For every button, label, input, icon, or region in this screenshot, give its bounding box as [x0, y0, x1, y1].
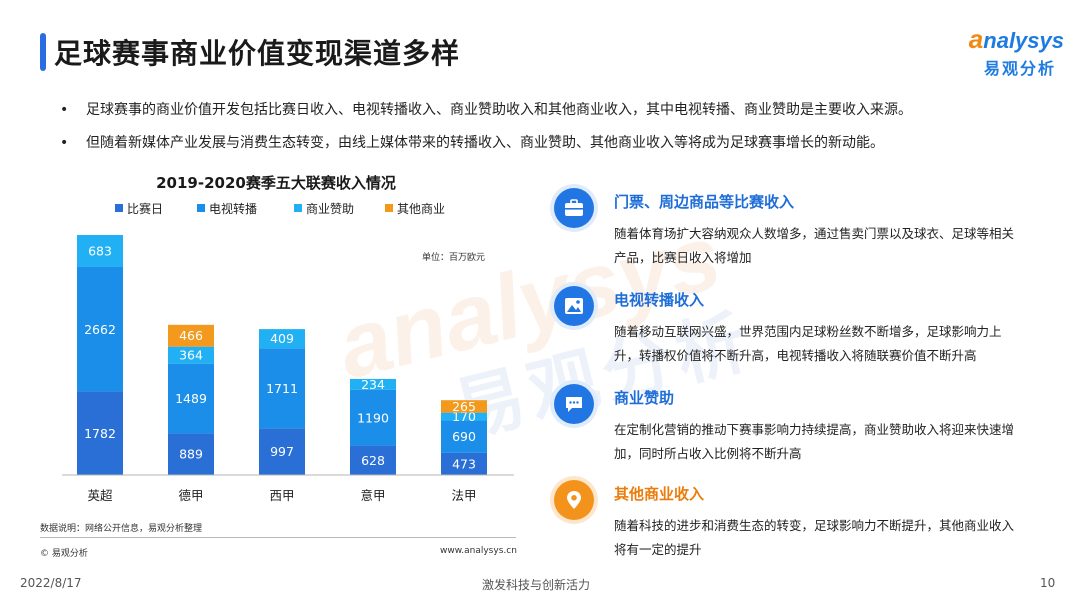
bar-segment: [168, 324, 214, 347]
data-label: 1782: [84, 426, 116, 441]
x-tick-label: 意甲: [360, 488, 385, 503]
chart-title: 2019-2020赛季五大联赛收入情况: [156, 174, 396, 192]
legend-swatch: [385, 204, 393, 212]
data-label: 1489: [175, 391, 207, 406]
data-label: 690: [452, 429, 476, 444]
bar-segment: [168, 363, 214, 434]
bullet-text-2: 但随着新媒体产业发展与消费生态转变，由线上媒体带来的转播收入、商业赞助、其他商业…: [86, 135, 884, 151]
bar-segment: [168, 433, 214, 475]
bar-segment: [441, 400, 487, 413]
bar-segment: [77, 266, 123, 392]
item-title-broadcast: 电视转播收入: [614, 291, 705, 309]
picture-icon: [554, 286, 594, 326]
data-label: 170: [452, 409, 476, 424]
data-label: 409: [270, 331, 294, 346]
chat-bubble-icon: [554, 384, 594, 424]
analysys-logo: analysys 易观分析: [958, 24, 1064, 82]
item-title-sponsorship: 商业赞助: [614, 389, 675, 407]
x-tick-label: 英超: [87, 488, 113, 503]
bar-segment: [441, 452, 487, 475]
bullet-dot: •: [60, 135, 69, 151]
data-label: 234: [361, 377, 385, 392]
website-link[interactable]: www.analysys.cn: [440, 546, 517, 556]
footer-date: 2022/8/17: [20, 576, 82, 590]
legend-swatch: [115, 204, 123, 212]
data-label: 1711: [266, 381, 298, 396]
page-title: 足球赛事商业价值变现渠道多样: [54, 37, 461, 70]
legend-label: 电视转播: [209, 201, 257, 216]
bar-segment: [77, 235, 123, 267]
logo-text-cn: 易观分析: [983, 59, 1056, 78]
bar-segment: [168, 346, 214, 364]
item-desc-matchday: 随着体育场扩大容纳观众人数增多，通过售卖门票以及球衣、足球等相关产品，比赛日收入…: [614, 226, 1015, 265]
x-tick-label: 德甲: [178, 488, 203, 503]
logo-text-en: analysys: [968, 24, 1064, 54]
legend-swatch: [197, 204, 205, 212]
bar-segment: [350, 445, 396, 475]
data-source-note: 数据说明：网络公开信息，易观分析整理: [40, 524, 203, 534]
data-label: 466: [179, 328, 203, 343]
bar-segment: [441, 420, 487, 453]
bullet-point-2: • 但随着新媒体产业发展与消费生态转变，由线上媒体带来的转播收入、商业赞助、其他商…: [60, 132, 884, 152]
legend-label: 其他商业: [397, 201, 445, 216]
title-accent-bar: [40, 33, 46, 71]
bar-segment: [259, 348, 305, 429]
item-title-matchday: 门票、周边商品等比赛收入: [614, 193, 795, 211]
legend-swatch: [294, 204, 302, 212]
data-label: 265: [452, 399, 476, 414]
location-pin-icon: [554, 480, 594, 520]
x-tick-label: 西甲: [269, 488, 294, 503]
item-desc-broadcast: 随着移动互联网兴盛，世界范围内足球粉丝数不断增多，足球影响力上升，转播权价值将不…: [614, 324, 1002, 363]
note-divider: [40, 537, 516, 538]
item-desc-sponsorship: 在定制化营销的推动下赛事影响力持续提高，商业赞助收入将迎来快速增加，同时所占收入…: [614, 422, 1015, 461]
data-label: 1190: [357, 410, 389, 425]
bar-segment: [259, 428, 305, 475]
legend-label: 商业赞助: [306, 201, 354, 216]
data-label: 889: [179, 447, 203, 462]
x-tick-label: 法甲: [451, 488, 476, 503]
bar-segment: [77, 391, 123, 475]
bullet-point-1: • 足球赛事的商业价值开发包括比赛日收入、电视转播收入、商业赞助收入和其他商业收入…: [60, 99, 912, 119]
copyright-note: © 易观分析: [40, 549, 88, 559]
chart-unit-label: 单位：百万欧元: [422, 251, 485, 263]
item-desc-other: 随着科技的进步和消费生态的转变，足球影响力不断提升，其他商业收入将有一定的提升: [614, 518, 1015, 557]
item-title-other: 其他商业收入: [614, 485, 705, 503]
data-label: 628: [361, 453, 385, 468]
bullet-dot: •: [60, 102, 69, 118]
briefcase-icon: [554, 188, 594, 228]
bar-segment: [350, 389, 396, 446]
page-number: 10: [1040, 576, 1056, 590]
legend-label: 比赛日: [127, 201, 163, 216]
data-label: 2662: [84, 322, 116, 337]
data-label: 473: [452, 456, 476, 471]
data-label: 683: [88, 243, 112, 258]
bar-segment: [441, 412, 487, 421]
footer-slogan: 激发科技与创新活力: [482, 578, 591, 592]
bar-segment: [259, 329, 305, 349]
bullet-text-1: 足球赛事的商业价值开发包括比赛日收入、电视转播收入、商业赞助收入和其他商业收入，…: [86, 102, 912, 118]
bar-segment: [350, 378, 396, 390]
data-label: 364: [179, 348, 203, 363]
data-label: 997: [270, 444, 294, 459]
